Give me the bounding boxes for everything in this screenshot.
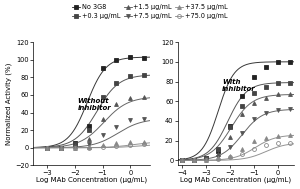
Text: With
inhibitor: With inhibitor <box>222 79 256 92</box>
X-axis label: Log MAb Concentration (μg/mL): Log MAb Concentration (μg/mL) <box>181 177 292 184</box>
Y-axis label: Normalized Activity (%): Normalized Activity (%) <box>6 63 12 145</box>
X-axis label: Log MAb Concentration (μg/mL): Log MAb Concentration (μg/mL) <box>36 177 147 184</box>
Text: Without
inhibitor: Without inhibitor <box>77 98 111 111</box>
Legend: No 3G8, +0.3 μg/mL, +1.5 μg/mL, +7.5 μg/mL, +37.5 μg/mL, +75.0 μg/mL: No 3G8, +0.3 μg/mL, +1.5 μg/mL, +7.5 μg/… <box>71 3 229 20</box>
